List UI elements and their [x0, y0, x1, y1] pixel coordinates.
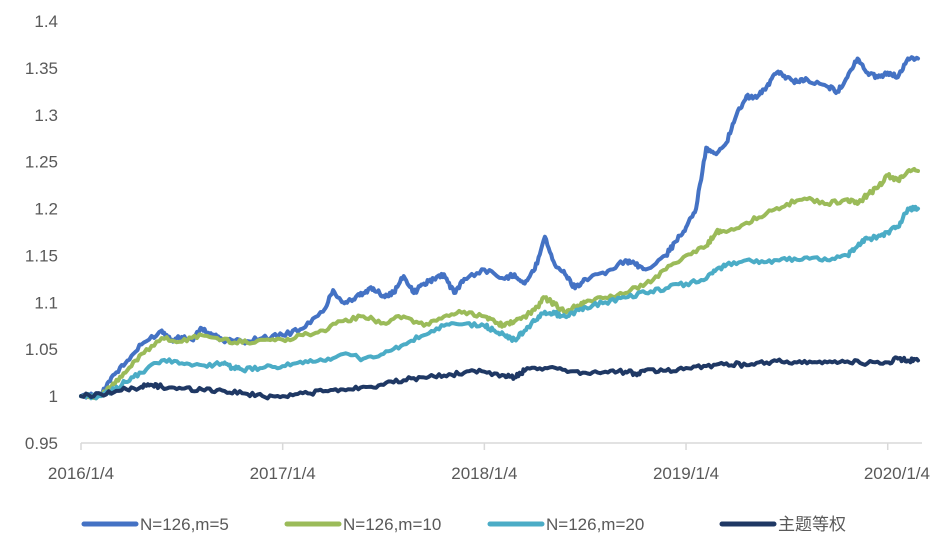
x-tick-label: 2018/1/4 [451, 464, 517, 483]
y-tick-label: 1.25 [25, 153, 58, 172]
legend-label: N=126,m=20 [546, 515, 644, 534]
series-line-2 [79, 166, 920, 401]
y-tick-label: 1.1 [34, 293, 58, 312]
y-tick-label: 1 [49, 387, 58, 406]
series-lines [79, 55, 920, 401]
y-tick-label: 1.15 [25, 246, 58, 265]
x-tick-label: 2016/1/4 [48, 464, 114, 483]
legend-label: N=126,m=10 [343, 515, 441, 534]
x-axis-ticks [80, 443, 889, 450]
x-axis: 2016/1/4 2017/1/4 2018/1/4 2019/1/4 2020/1/4 [48, 464, 930, 483]
legend-label: N=126,m=5 [140, 515, 229, 534]
y-tick-label: 1.05 [25, 340, 58, 359]
plot-area [79, 55, 922, 450]
y-tick-label: 1.35 [25, 59, 58, 78]
y-tick-label: 1.2 [34, 200, 58, 219]
x-tick-label: 2019/1/4 [653, 464, 719, 483]
y-axis: 0.95 1 1.05 1.1 1.15 1.2 1.25 1.3 1.35 1.4 [25, 12, 58, 453]
x-tick-label: 2017/1/4 [250, 464, 316, 483]
legend: N=126,m=5 N=126,m=10 N=126,m=20 主题等权 [81, 515, 846, 534]
legend-label: 主题等权 [778, 515, 846, 534]
y-tick-label: 0.95 [25, 434, 58, 453]
series-line-4 [79, 355, 920, 401]
y-tick-label: 1.3 [34, 106, 58, 125]
x-tick-label: 2020/1/4 [864, 464, 930, 483]
series-line-3 [79, 204, 920, 401]
y-tick-label: 1.4 [34, 12, 58, 31]
series-line-1 [79, 55, 920, 400]
